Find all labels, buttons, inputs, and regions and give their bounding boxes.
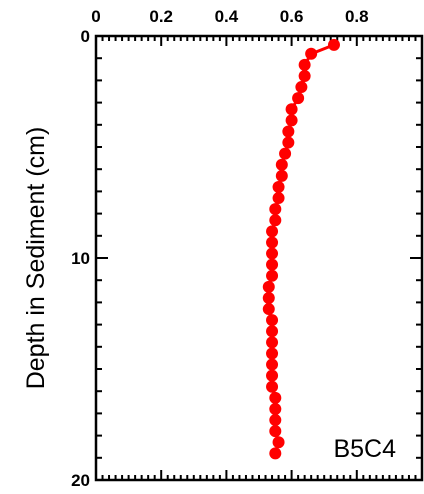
data-point bbox=[282, 125, 295, 138]
data-point bbox=[327, 38, 340, 51]
data-point bbox=[269, 391, 282, 404]
x-tick-label: 0.8 bbox=[345, 7, 369, 26]
x-tick-label: 0 bbox=[91, 7, 100, 26]
data-point bbox=[272, 436, 285, 449]
data-point bbox=[282, 136, 295, 149]
y-axis-ticks bbox=[96, 35, 422, 481]
x-axis-ticks bbox=[95, 36, 423, 480]
data-point bbox=[269, 402, 282, 415]
data-point bbox=[298, 69, 311, 82]
data-point bbox=[305, 47, 318, 60]
y-tick-label: 0 bbox=[81, 27, 90, 46]
data-point bbox=[275, 158, 288, 171]
plot-area-border bbox=[94, 34, 424, 482]
series-points-group bbox=[262, 38, 340, 460]
data-point bbox=[272, 192, 285, 205]
data-point bbox=[285, 103, 298, 116]
data-point bbox=[269, 447, 282, 460]
data-point bbox=[285, 114, 298, 127]
data-point bbox=[266, 380, 279, 393]
data-point bbox=[272, 180, 285, 193]
data-point bbox=[266, 269, 279, 282]
data-point bbox=[262, 303, 275, 316]
y-axis-title: Depth in Sediment (cm) bbox=[22, 127, 50, 390]
x-axis-tick-labels: 0 0.2 0.4 0.6 0.8 bbox=[91, 7, 368, 26]
data-point bbox=[269, 425, 282, 438]
y-tick-label: 10 bbox=[71, 249, 90, 268]
x-tick-label: 0.6 bbox=[280, 7, 304, 26]
y-axis-tick-labels: 0 10 20 bbox=[71, 27, 90, 490]
x-tick-label: 0.4 bbox=[215, 7, 239, 26]
core-label: B5C4 bbox=[333, 435, 396, 463]
data-point bbox=[292, 92, 305, 105]
data-point bbox=[275, 169, 288, 182]
data-point bbox=[266, 347, 279, 360]
data-point bbox=[266, 336, 279, 349]
data-point bbox=[298, 58, 311, 71]
data-point bbox=[266, 258, 279, 271]
data-point bbox=[266, 225, 279, 238]
y-tick-label: 20 bbox=[71, 471, 90, 490]
series-line-group bbox=[267, 43, 335, 454]
series-line bbox=[267, 43, 335, 454]
data-point bbox=[269, 214, 282, 227]
data-point bbox=[266, 358, 279, 371]
x-tick-label: 0.2 bbox=[149, 7, 173, 26]
plot-frame bbox=[94, 34, 424, 482]
data-point bbox=[295, 81, 308, 94]
data-point bbox=[269, 203, 282, 216]
data-point bbox=[266, 369, 279, 382]
data-point bbox=[266, 314, 279, 327]
data-point bbox=[266, 325, 279, 338]
data-point bbox=[262, 291, 275, 304]
data-point bbox=[269, 414, 282, 427]
data-point bbox=[266, 247, 279, 260]
data-point bbox=[279, 147, 292, 160]
data-point bbox=[262, 280, 275, 293]
data-point bbox=[266, 236, 279, 249]
